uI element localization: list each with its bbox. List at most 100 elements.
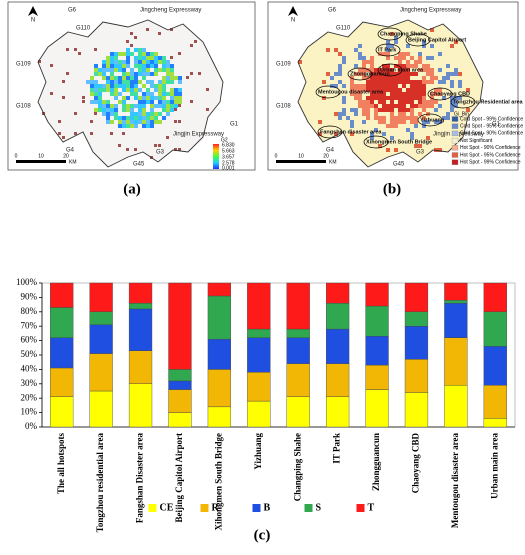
hotspot-cell bbox=[386, 40, 390, 44]
bar-segment bbox=[207, 282, 232, 297]
hotspot-cell bbox=[358, 96, 362, 100]
hotspot-cell bbox=[358, 92, 362, 96]
legend-swatch bbox=[148, 504, 157, 512]
hotspot-cell bbox=[94, 96, 98, 100]
hotspot-cell bbox=[390, 112, 394, 116]
hotspot-cell bbox=[150, 108, 154, 112]
road-label: G110 bbox=[336, 26, 351, 32]
road-label: G3 bbox=[416, 150, 425, 156]
hotspot-cell bbox=[346, 116, 350, 120]
road-label: G1 bbox=[492, 122, 501, 128]
hotspot-cell bbox=[418, 88, 422, 92]
hotspot-cell bbox=[370, 64, 374, 68]
legend-swatch bbox=[451, 123, 459, 129]
hotspot-cell bbox=[382, 72, 386, 76]
hotspot-cell bbox=[422, 120, 426, 124]
hotspot-cell bbox=[158, 100, 162, 104]
hotspot-cell bbox=[150, 60, 154, 64]
hotspot-cell bbox=[166, 72, 170, 76]
hotspot-cell bbox=[114, 108, 118, 112]
hotspot-cell bbox=[418, 100, 422, 104]
hotspot-cell bbox=[398, 76, 402, 80]
hotspot-cell bbox=[138, 96, 142, 100]
hotspot-cell bbox=[334, 84, 338, 88]
y-tick-label: 50% bbox=[21, 349, 38, 359]
hotspot-cell bbox=[106, 116, 110, 120]
hotspot-cell bbox=[162, 92, 166, 96]
hotspot-cell bbox=[402, 80, 406, 84]
hotspot-cell bbox=[410, 80, 414, 84]
hotspot-cell bbox=[134, 84, 138, 88]
hotspot-cell bbox=[434, 100, 438, 104]
hotspot-cell bbox=[154, 144, 157, 147]
area-label: Yizhuang bbox=[420, 117, 444, 123]
hotspot-cell bbox=[150, 100, 154, 104]
hotspot-cell bbox=[422, 124, 426, 128]
hotspot-cell bbox=[110, 84, 114, 88]
hotspot-cell bbox=[410, 88, 414, 92]
bar-segment bbox=[50, 396, 74, 428]
hotspot-cell bbox=[378, 80, 382, 84]
hotspot-cell bbox=[394, 36, 398, 40]
hotspot-cell bbox=[110, 56, 114, 60]
hotspot-cell bbox=[378, 100, 382, 104]
hotspot-cell bbox=[366, 112, 370, 116]
area-ring bbox=[375, 43, 401, 57]
hotspot-cell bbox=[190, 72, 193, 75]
hotspot-cell bbox=[406, 64, 410, 68]
hotspot-cell bbox=[398, 120, 402, 124]
area-ring bbox=[317, 125, 343, 139]
hotspot-cell bbox=[342, 56, 346, 60]
hotspot-cell bbox=[122, 116, 126, 120]
hotspot-cell bbox=[406, 72, 410, 76]
hotspot-cell bbox=[138, 100, 142, 104]
hotspot-cell bbox=[162, 100, 166, 104]
hotspot-cell bbox=[206, 88, 209, 91]
hotspot-cell bbox=[374, 68, 378, 72]
hotspot-cell bbox=[378, 76, 382, 80]
hotspot-cell bbox=[126, 88, 130, 92]
hotspot-cell bbox=[446, 112, 450, 116]
hotspot-cell bbox=[394, 124, 398, 128]
hotspot-cell bbox=[158, 32, 161, 35]
area-ring bbox=[347, 67, 373, 81]
hotspot-cell bbox=[166, 76, 170, 80]
hotspot-cell bbox=[390, 44, 394, 48]
bar-segment bbox=[404, 359, 429, 393]
hotspot-cell bbox=[410, 84, 414, 88]
hotspot-cell bbox=[362, 68, 366, 72]
hotspot-cell bbox=[110, 76, 114, 80]
hotspot-cell bbox=[438, 92, 442, 96]
hotspot-cell bbox=[142, 120, 146, 124]
hotspot-cell bbox=[374, 92, 378, 96]
hotspot-cell bbox=[142, 124, 146, 128]
hotspot-cell bbox=[106, 56, 110, 60]
hotspot-cell bbox=[138, 108, 142, 112]
x-tick-label: Xihongmen South Bridge bbox=[213, 433, 223, 531]
bar-segment bbox=[404, 311, 429, 327]
hotspot-cell bbox=[94, 68, 98, 72]
hotspot-cell bbox=[430, 28, 434, 32]
hotspot-cell bbox=[142, 76, 146, 80]
hotspot-cell bbox=[146, 100, 150, 104]
hotspot-cell bbox=[146, 116, 150, 120]
hotspot-cell bbox=[422, 116, 426, 120]
hotspot-cell bbox=[154, 72, 158, 76]
hotspot-cell bbox=[142, 68, 146, 72]
hotspot-cell bbox=[450, 100, 454, 104]
hotspot-cell bbox=[122, 104, 126, 108]
hotspot-cell bbox=[342, 108, 346, 112]
hotspot-cell bbox=[330, 76, 334, 80]
hotspot-cell bbox=[142, 60, 146, 64]
hotspot-cell bbox=[362, 72, 366, 76]
hotspot-cell bbox=[82, 96, 85, 99]
hotspot-cell bbox=[138, 116, 142, 120]
hotspot-cell bbox=[394, 148, 398, 152]
hotspot-cell bbox=[422, 80, 426, 84]
bar-segment bbox=[168, 282, 192, 370]
hotspot-cell bbox=[406, 128, 410, 132]
hotspot-cell bbox=[138, 88, 142, 92]
hotspot-cell bbox=[358, 52, 362, 56]
bar-segment bbox=[207, 338, 232, 370]
hotspot-cell bbox=[86, 80, 90, 84]
